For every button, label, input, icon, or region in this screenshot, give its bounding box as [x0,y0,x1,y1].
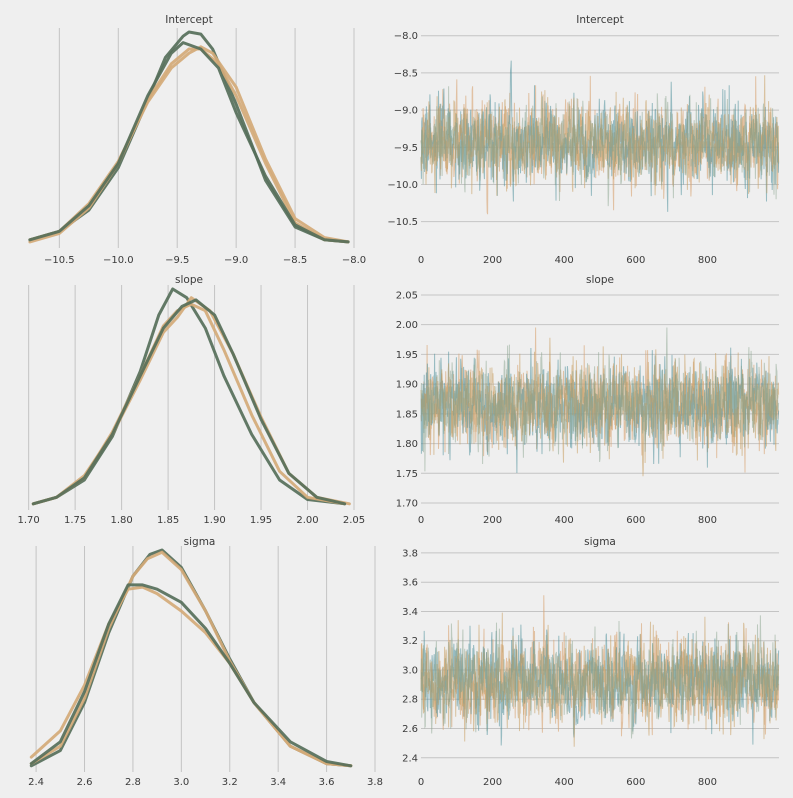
intercept-trace-x-tick-label: 600 [626,255,645,266]
slope-trace-y-tick-label: 1.85 [396,409,418,420]
slope-trace-x-tick-label: 0 [418,515,424,526]
intercept-trace-y-tick-label: −8.5 [394,68,418,79]
sigma-trace-x-tick-label: 200 [483,777,502,788]
slope-trace-x-tick-label: 600 [626,515,645,526]
intercept-density-tick-label: −9.5 [165,255,189,266]
slope-trace-y-tick-label: 1.95 [396,350,418,361]
slope-trace-y-tick-label: 1.70 [396,499,418,510]
slope-density-title: slope [175,274,203,286]
intercept-density-tick-label: −8.5 [283,255,307,266]
intercept-trace-y-tick-label: −10.5 [387,217,418,228]
intercept-density-tick-label: −9.0 [224,255,248,266]
sigma-trace-y-tick-label: 2.8 [402,695,418,706]
intercept-trace-x-tick-label: 0 [418,255,424,266]
sigma-trace-y-tick-label: 3.0 [402,665,418,676]
intercept-trace-x-tick-label: 800 [698,255,717,266]
slope-trace-x-tick-label: 800 [698,515,717,526]
slope-trace-y-tick-label: 1.90 [396,380,418,391]
sigma-density-title: sigma [184,536,216,548]
sigma-trace-y-tick-label: 3.8 [402,548,418,559]
sigma-trace-x-tick-label: 400 [555,777,574,788]
sigma-density-tick-label: 2.8 [125,777,141,788]
intercept-density-title: Intercept [165,14,212,26]
intercept-trace-y-tick-label: −10.0 [387,180,418,191]
slope-trace-title: slope [586,274,614,286]
slope-density-tick-label: 1.70 [18,515,40,526]
sigma-trace-y-tick-label: 2.6 [402,724,418,735]
sigma-trace-y-tick-label: 2.4 [402,753,418,764]
slope-trace-x-tick-label: 200 [483,515,502,526]
sigma-trace-x-tick-label: 600 [626,777,645,788]
slope-trace-y-tick-label: 1.75 [396,469,418,480]
intercept-trace-x-tick-label: 400 [555,255,574,266]
intercept-trace-y-tick-label: −8.0 [394,31,418,42]
sigma-density-tick-label: 3.8 [367,777,383,788]
intercept-trace-x-tick-label: 200 [483,255,502,266]
slope-trace-y-tick-label: 2.00 [396,320,418,331]
intercept-trace-y-tick-label: −9.0 [394,106,418,117]
sigma-density-tick-label: 3.2 [222,777,238,788]
slope-density-tick-label: 1.85 [157,515,179,526]
slope-density-tick-label: 1.80 [110,515,132,526]
slope-density-tick-label: 2.00 [296,515,318,526]
intercept-trace-y-tick-label: −9.5 [394,143,418,154]
slope-trace-x-tick-label: 400 [555,515,574,526]
slope-trace-y-tick-label: 2.05 [396,290,418,301]
intercept-density-tick-label: −10.0 [103,255,134,266]
sigma-density-tick-label: 3.6 [319,777,335,788]
sigma-trace-y-tick-label: 3.4 [402,607,418,618]
slope-density-tick-label: 1.90 [203,515,225,526]
sigma-trace-title: sigma [584,536,616,548]
sigma-density-tick-label: 2.4 [28,777,44,788]
sigma-trace-y-tick-label: 3.2 [402,636,418,647]
sigma-density-tick-label: 3.0 [173,777,189,788]
intercept-trace-title: Intercept [576,14,623,26]
intercept-density-tick-label: −8.0 [342,255,366,266]
sigma-trace-x-tick-label: 800 [698,777,717,788]
slope-density-tick-label: 1.75 [64,515,86,526]
sigma-trace-y-tick-label: 3.6 [402,578,418,589]
sigma-trace-x-tick-label: 0 [418,777,424,788]
sigma-density-tick-label: 3.4 [270,777,286,788]
slope-density-tick-label: 2.05 [343,515,365,526]
slope-trace-y-tick-label: 1.80 [396,439,418,450]
intercept-density-tick-label: −10.5 [44,255,75,266]
slope-density-tick-label: 1.95 [250,515,272,526]
sigma-density-tick-label: 2.6 [77,777,93,788]
